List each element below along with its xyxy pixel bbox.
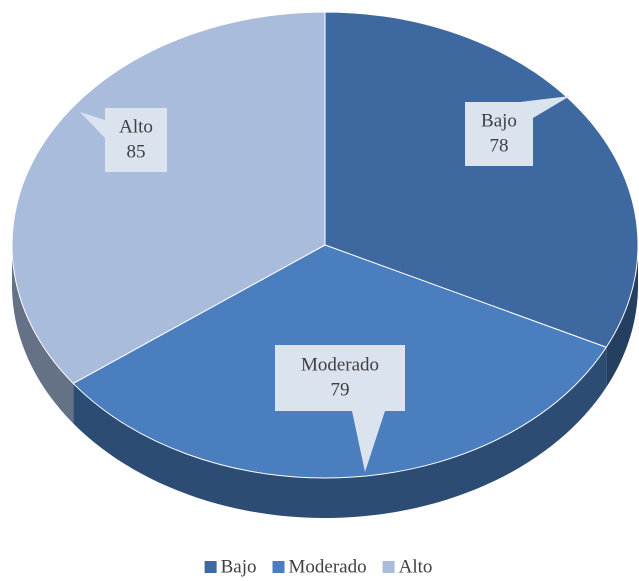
legend-swatch	[204, 561, 217, 573]
legend-label: Moderado	[289, 556, 367, 577]
label-value: 85	[127, 141, 146, 162]
label-category: Moderado	[301, 354, 379, 375]
data-label: Alto 85	[80, 108, 167, 172]
pie-side	[606, 245, 638, 388]
legend-swatch	[382, 561, 395, 573]
label-value: 78	[490, 135, 509, 156]
pie-side	[12, 245, 74, 424]
data-label: Moderado 79	[275, 345, 405, 472]
pie-side	[73, 347, 607, 518]
callout-box	[465, 102, 533, 166]
callout-box	[275, 345, 405, 411]
callout-pointer	[80, 112, 105, 138]
legend-label: Alto	[399, 556, 433, 577]
legend: Bajo Moderado Alto	[204, 556, 433, 577]
legend-swatch	[272, 561, 285, 573]
label-category: Bajo	[481, 110, 517, 131]
callout-pointer	[352, 411, 385, 472]
pie-slice	[11, 11, 326, 385]
label-category: Alto	[119, 116, 153, 137]
callout-box	[105, 108, 167, 172]
label-value: 79	[331, 379, 350, 400]
pie-slice	[324, 11, 639, 348]
legend-label: Bajo	[221, 556, 257, 577]
data-label: Bajo 78	[465, 96, 570, 166]
